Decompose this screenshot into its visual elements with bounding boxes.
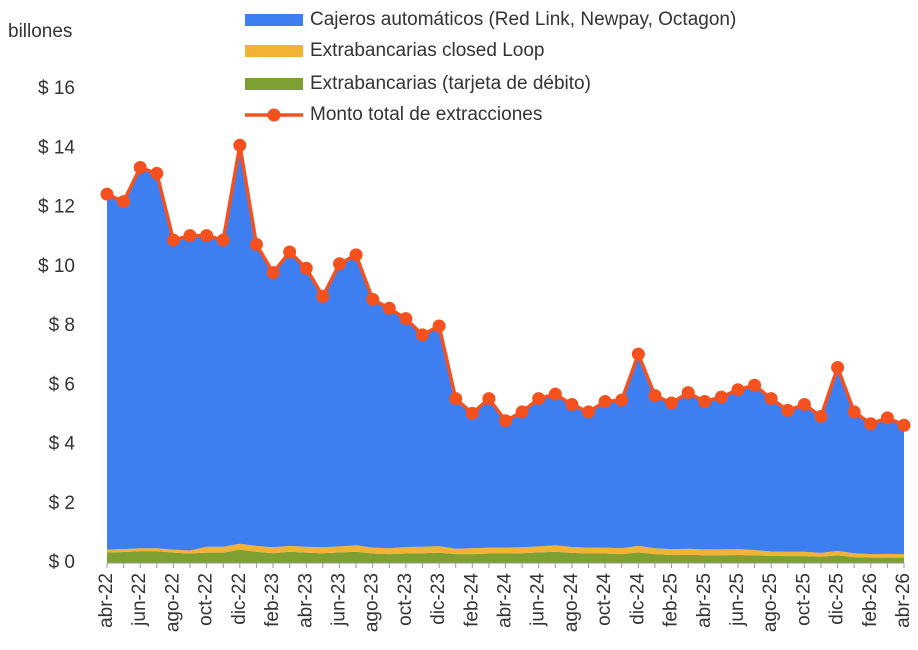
point xyxy=(880,411,894,425)
x-tick-label: jun-23 xyxy=(328,573,349,627)
point xyxy=(415,328,429,342)
legend-label: Monto total de extracciones xyxy=(310,104,542,125)
legend-swatch xyxy=(245,78,303,90)
point xyxy=(648,389,662,403)
point xyxy=(283,245,297,259)
point xyxy=(332,257,346,271)
legend-swatch xyxy=(245,14,303,26)
x-tick-label: ago-22 xyxy=(162,573,183,632)
point xyxy=(515,405,529,419)
y-tick-label: $ 0 xyxy=(49,552,75,573)
point xyxy=(814,409,828,423)
point xyxy=(133,161,147,175)
x-tick-label: abr-25 xyxy=(694,573,715,628)
y-tick-label: $ 16 xyxy=(38,78,75,99)
area xyxy=(107,145,904,555)
point xyxy=(100,187,114,201)
point xyxy=(681,386,695,400)
point xyxy=(216,233,230,247)
legend-swatch xyxy=(267,108,281,122)
y-tick-label: $ 2 xyxy=(49,493,75,514)
point xyxy=(482,392,496,406)
point xyxy=(432,319,446,333)
point xyxy=(266,266,280,280)
legend-label: Extrabancarias (tarjeta de débito) xyxy=(310,73,591,94)
x-tick-label: dic-25 xyxy=(827,573,848,625)
point xyxy=(316,289,330,303)
y-tick-label: $ 6 xyxy=(49,374,75,395)
point xyxy=(532,392,546,406)
point xyxy=(631,347,645,361)
area xyxy=(107,543,904,558)
x-tick-label: feb-23 xyxy=(262,573,283,627)
point xyxy=(831,360,845,374)
point xyxy=(399,312,413,326)
point xyxy=(781,403,795,417)
x-tick-label: ago-24 xyxy=(561,573,582,633)
x-tick-label: oct-24 xyxy=(594,573,615,626)
x-tick-label: jun-25 xyxy=(727,573,748,627)
x-tick-label: oct-22 xyxy=(196,573,217,626)
point xyxy=(465,406,479,420)
x-tick-label: dic-22 xyxy=(229,573,250,625)
point xyxy=(249,238,263,252)
point xyxy=(764,392,778,406)
point xyxy=(582,405,596,419)
point xyxy=(548,387,562,401)
y-axis-label: billones xyxy=(8,21,72,42)
point xyxy=(499,414,512,428)
point xyxy=(698,395,712,409)
x-tick-label: abr-22 xyxy=(96,573,117,628)
point xyxy=(449,392,463,406)
legend-label: Extrabancarias closed Loop xyxy=(310,40,544,61)
point xyxy=(731,383,745,397)
x-tick-label: feb-26 xyxy=(860,573,881,627)
point xyxy=(665,396,679,410)
x-tick-label: abr-24 xyxy=(495,573,516,628)
point xyxy=(748,378,762,392)
point xyxy=(233,138,247,152)
y-tick-label: $ 10 xyxy=(38,256,75,277)
x-tick-label: abr-26 xyxy=(893,573,914,628)
x-tick-label: feb-24 xyxy=(461,573,482,627)
x-tick-label: feb-25 xyxy=(661,573,682,627)
x-tick-label: ago-23 xyxy=(362,573,383,632)
x-tick-label: jun-22 xyxy=(129,573,150,627)
y-tick-label: $ 14 xyxy=(38,137,75,158)
point xyxy=(150,166,164,180)
legend-swatch xyxy=(245,45,303,57)
point xyxy=(897,418,911,432)
point xyxy=(366,292,380,306)
y-tick-label: $ 8 xyxy=(49,315,75,336)
x-tick-label: jun-24 xyxy=(528,573,549,627)
point xyxy=(200,229,214,243)
legend-label: Cajeros automáticos (Red Link, Newpay, O… xyxy=(310,9,736,30)
point xyxy=(117,195,131,209)
point xyxy=(615,393,629,407)
point xyxy=(714,390,728,404)
x-tick-label: oct-25 xyxy=(793,573,814,626)
x-tick-label: dic-24 xyxy=(627,573,648,625)
point xyxy=(166,233,180,247)
x-tick-label: ago-25 xyxy=(760,573,781,632)
x-tick-label: abr-23 xyxy=(295,573,316,628)
point xyxy=(847,405,861,419)
area xyxy=(107,549,904,563)
point xyxy=(598,395,612,409)
x-tick-label: dic-23 xyxy=(428,573,449,625)
point xyxy=(299,261,313,275)
y-tick-label: $ 4 xyxy=(49,434,76,455)
point xyxy=(183,229,197,243)
y-tick-label: $ 12 xyxy=(38,197,75,218)
point xyxy=(565,398,579,412)
x-tick-label: oct-23 xyxy=(395,573,416,626)
point xyxy=(864,417,878,431)
point xyxy=(382,301,396,315)
point xyxy=(349,248,363,262)
point xyxy=(797,398,811,412)
